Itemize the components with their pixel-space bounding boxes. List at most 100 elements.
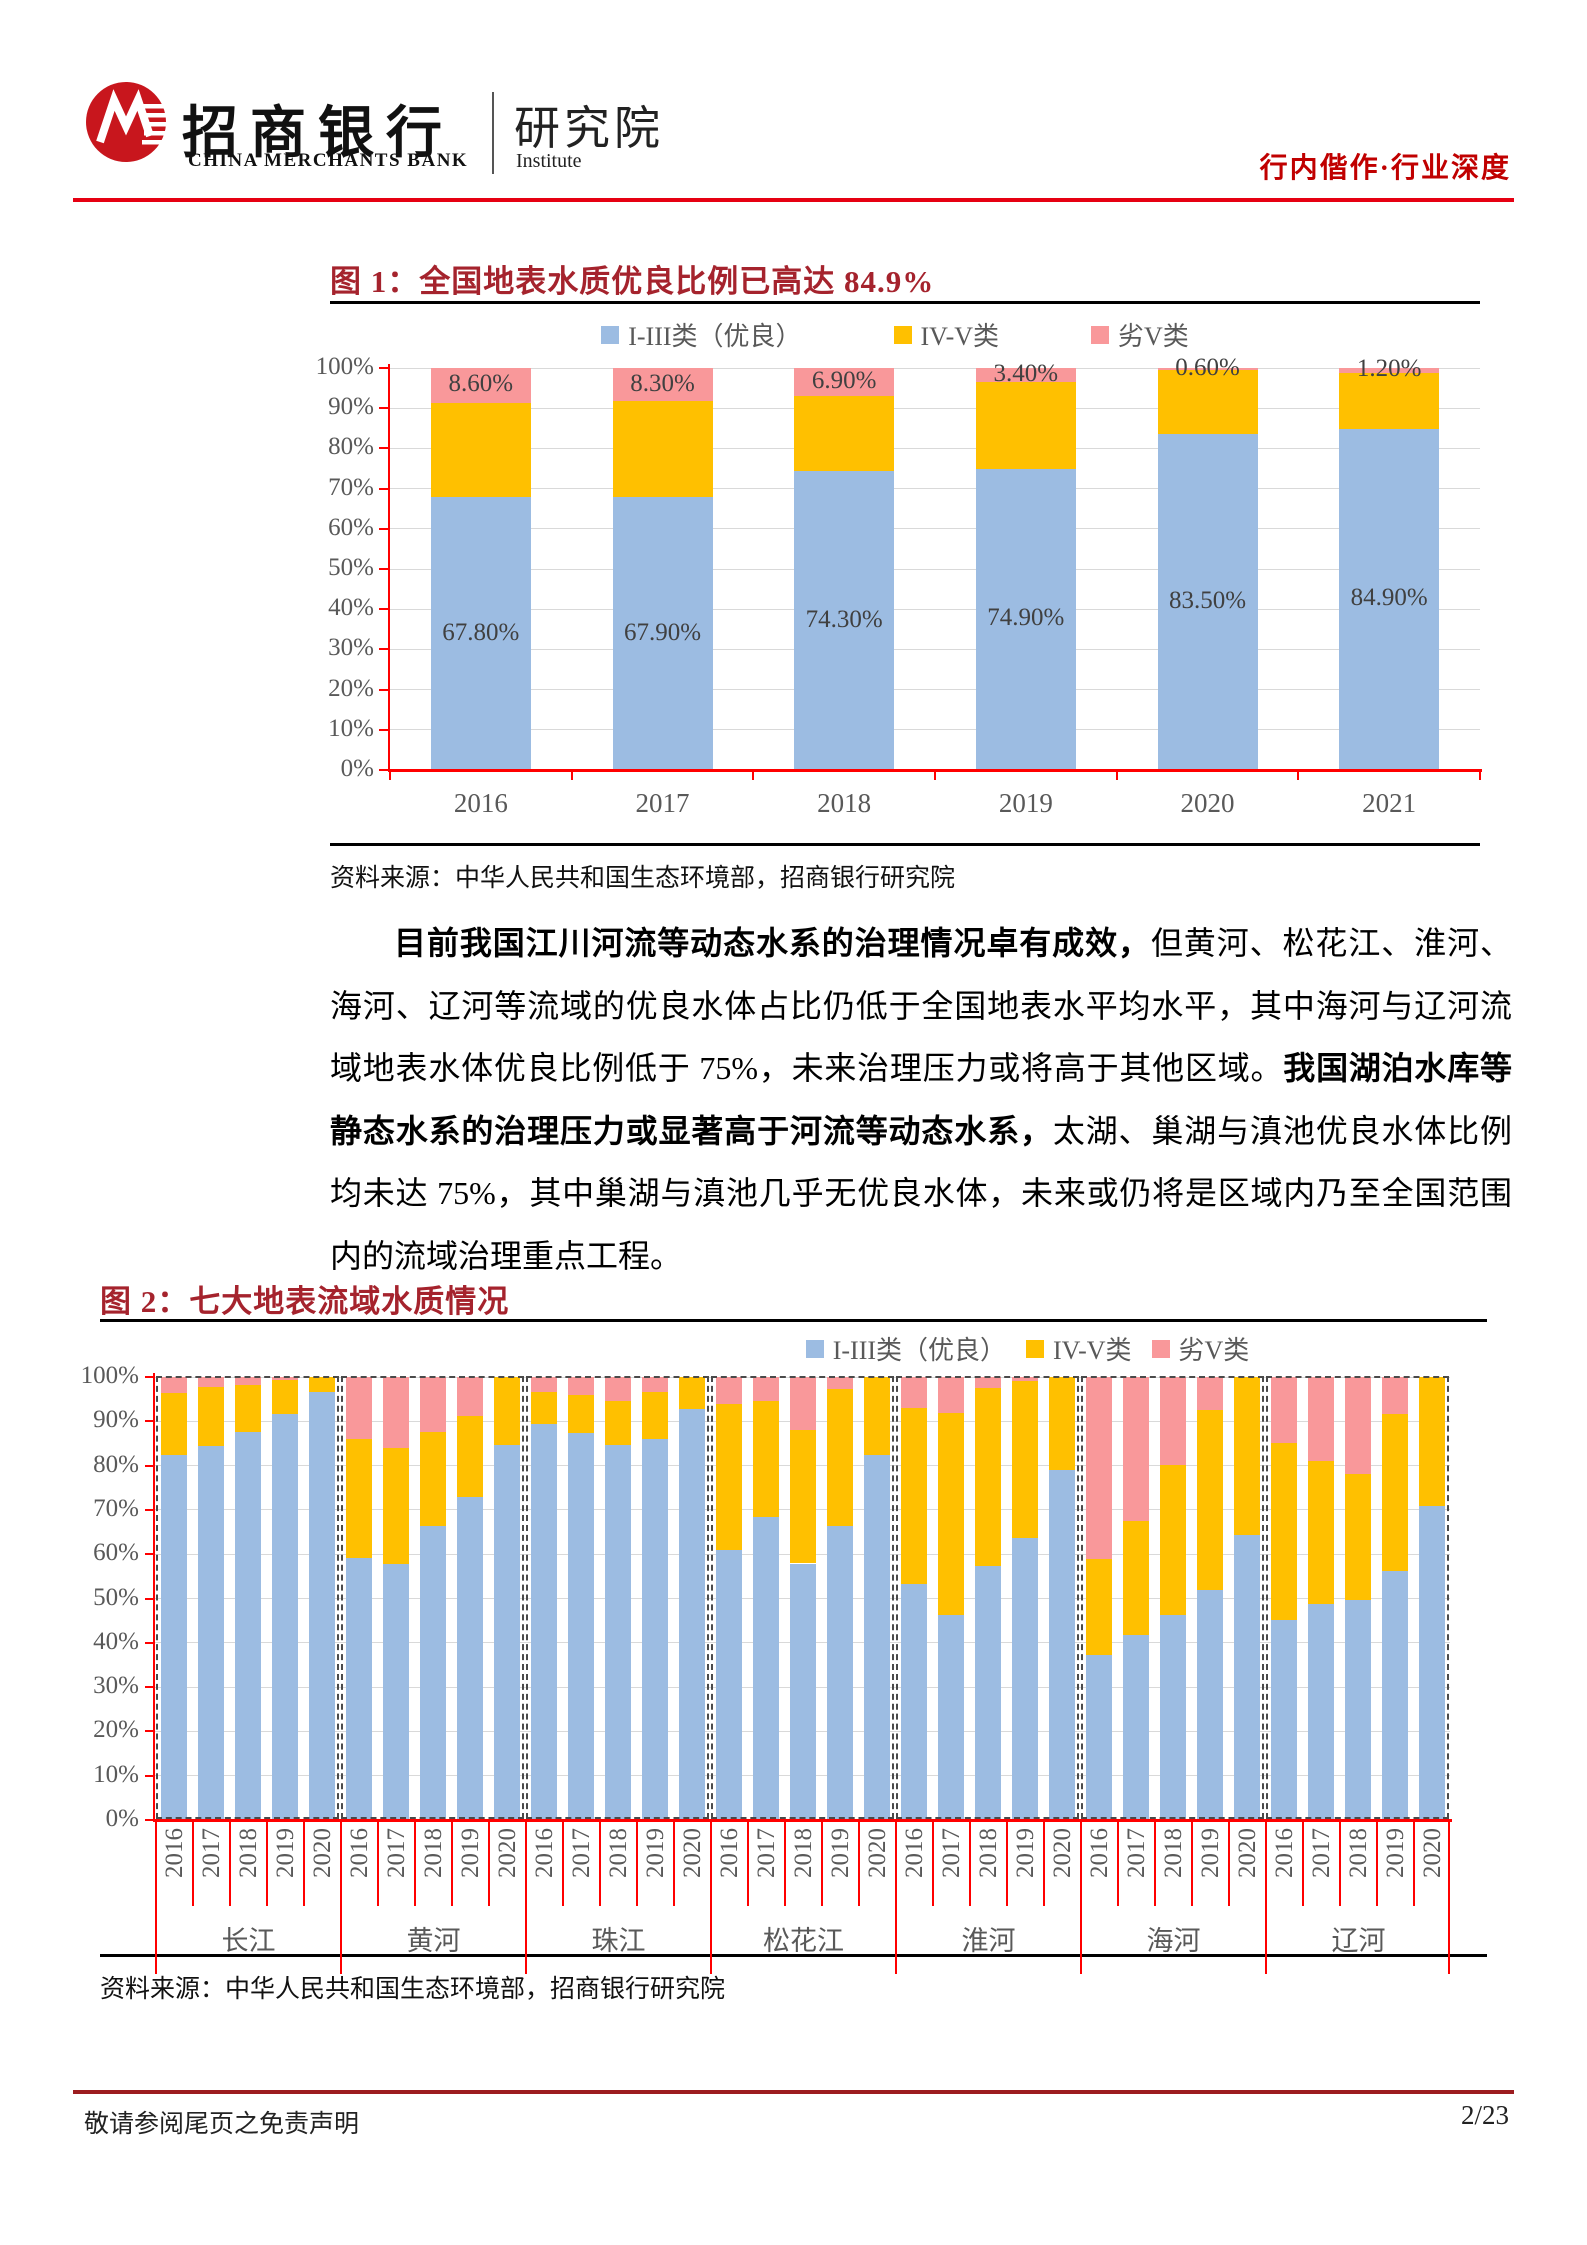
bar-segment bbox=[1196, 1590, 1223, 1820]
bar-segment bbox=[937, 1377, 964, 1413]
x-axis-tick bbox=[389, 770, 391, 780]
bar-segment bbox=[1344, 1600, 1371, 1820]
y-axis-tick-label: 60% bbox=[328, 513, 374, 541]
gridline bbox=[390, 447, 1480, 449]
group-dashed-border bbox=[341, 1376, 524, 1819]
x-axis-year-cell: 2020 bbox=[1413, 1822, 1450, 1906]
x-axis-group-cell: 松花江 bbox=[710, 1822, 895, 1974]
legend-label: I-III类（优良） bbox=[628, 322, 802, 351]
x-axis-year-cell: 2017 bbox=[562, 1822, 599, 1906]
bar-segment bbox=[493, 1377, 520, 1445]
legend-item: IV-V类 bbox=[893, 316, 999, 353]
y-axis-tick-label: 30% bbox=[93, 1672, 139, 1700]
x-axis-year-cell: 2019 bbox=[266, 1822, 303, 1906]
y-axis-tick bbox=[379, 568, 390, 570]
bar-segment bbox=[900, 1377, 927, 1408]
body-bold-1: 目前我国江川河流等动态水系的治理情况卓有成效， bbox=[394, 925, 1151, 961]
y-axis-line bbox=[153, 1373, 155, 1822]
bar-segment bbox=[604, 1377, 631, 1402]
y-axis-tick-label: 80% bbox=[93, 1450, 139, 1478]
bar-segment bbox=[1196, 1410, 1223, 1591]
y-axis-tick bbox=[379, 769, 390, 771]
bar-segment bbox=[1344, 1473, 1371, 1601]
y-axis-tick-label: 60% bbox=[93, 1539, 139, 1567]
bar-segment bbox=[197, 1377, 224, 1387]
bar-segment bbox=[1307, 1604, 1334, 1820]
x-axis-label: 2020 bbox=[1180, 788, 1235, 818]
bar-segment bbox=[937, 1615, 964, 1820]
bar-segment bbox=[567, 1433, 594, 1820]
x-axis-year-cell: 2018 bbox=[1339, 1822, 1376, 1906]
bar-segment bbox=[160, 1455, 187, 1820]
bar-segment bbox=[456, 1415, 483, 1497]
bar-segment bbox=[345, 1438, 372, 1559]
bar-segment bbox=[641, 1438, 668, 1820]
bar-segment bbox=[567, 1377, 594, 1395]
y-axis-tick-label: 20% bbox=[328, 674, 374, 702]
data-label: 67.80% bbox=[442, 618, 520, 646]
x-axis-year-cell: 2020 bbox=[1043, 1822, 1080, 1906]
bar-segment bbox=[826, 1525, 853, 1820]
bar-segment bbox=[974, 1387, 1001, 1566]
bar-segment bbox=[1344, 1377, 1371, 1474]
gridline bbox=[390, 528, 1480, 530]
cmb-logo-icon bbox=[86, 82, 168, 162]
y-axis-tick-label: 10% bbox=[93, 1760, 139, 1788]
footer-disclaimer: 敬请参阅尾页之免责声明 bbox=[84, 2111, 360, 2138]
bar-segment bbox=[530, 1423, 557, 1820]
x-axis-group-cell: 淮河 bbox=[895, 1822, 1080, 1974]
bar-segment bbox=[715, 1377, 742, 1404]
y-axis-tick-label: 50% bbox=[328, 554, 374, 581]
bar-segment bbox=[1233, 1534, 1260, 1820]
bar-segment bbox=[612, 497, 713, 770]
bar-segment bbox=[937, 1412, 964, 1616]
x-axis-label: 2017 bbox=[635, 788, 690, 818]
y-axis-tick bbox=[145, 1774, 155, 1777]
footer-page-number: 2/23 bbox=[1460, 2100, 1509, 2130]
bar-segment bbox=[826, 1389, 853, 1526]
bar-segment bbox=[160, 1392, 187, 1456]
y-axis-tick-label: 40% bbox=[328, 594, 374, 622]
bar-segment bbox=[1159, 1377, 1186, 1465]
bar-segment bbox=[1381, 1377, 1408, 1414]
data-label: 84.90% bbox=[1350, 584, 1428, 612]
bar-segment bbox=[1157, 370, 1258, 435]
header-rule bbox=[73, 198, 1514, 202]
x-axis-year-cell: 2018 bbox=[1154, 1822, 1191, 1906]
x-axis-year-cell: 2019 bbox=[451, 1822, 488, 1906]
legend-label: 劣V类 bbox=[1178, 1336, 1250, 1365]
bar-segment bbox=[641, 1392, 668, 1439]
x-axis-tick bbox=[1479, 770, 1481, 780]
x-axis-year-cell: 2018 bbox=[969, 1822, 1006, 1906]
bar-segment bbox=[1122, 1635, 1149, 1820]
y-axis-tick-label: 80% bbox=[328, 433, 374, 461]
bar-segment bbox=[752, 1377, 779, 1402]
bar-segment bbox=[678, 1377, 705, 1410]
x-axis-tick bbox=[752, 770, 755, 780]
x-axis-tick bbox=[1115, 770, 1118, 780]
bar-segment bbox=[1085, 1654, 1112, 1820]
bar-segment bbox=[1381, 1413, 1408, 1571]
x-axis-year-cell: 2017 bbox=[1117, 1822, 1154, 1906]
bar-segment bbox=[271, 1413, 298, 1820]
bank-name-en: CHINA MERCHANTS BANK bbox=[188, 150, 469, 171]
y-axis-tick-label: 70% bbox=[93, 1494, 139, 1522]
group-dashed-border bbox=[526, 1376, 709, 1819]
bar-segment bbox=[794, 395, 895, 472]
bar-segment bbox=[1307, 1377, 1334, 1462]
y-axis-tick bbox=[145, 1597, 155, 1600]
x-axis-group-label: 淮河 bbox=[961, 1926, 1016, 1956]
bar-segment bbox=[419, 1525, 446, 1820]
bar-segment bbox=[1048, 1377, 1075, 1471]
bar-segment bbox=[345, 1558, 372, 1820]
legend: I-III类（优良） IV-V类 劣V类 bbox=[380, 1330, 1587, 1367]
x-axis-year-cell: 2019 bbox=[636, 1822, 673, 1906]
x-axis-year-cell: 2018 bbox=[229, 1822, 266, 1906]
bar-segment bbox=[419, 1377, 446, 1432]
legend-swatch-icon bbox=[1151, 1339, 1170, 1358]
bar-segment bbox=[430, 497, 531, 770]
legend-item: IV-V类 bbox=[1026, 1330, 1132, 1367]
bar-segment bbox=[715, 1403, 742, 1551]
y-axis-tick-label: 100% bbox=[315, 353, 374, 380]
